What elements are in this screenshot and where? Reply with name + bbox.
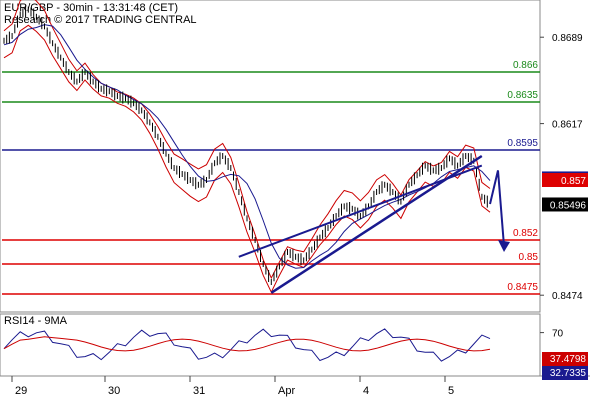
x-tick-label: 31 xyxy=(193,385,205,397)
price-badge-label: 0.857 xyxy=(561,176,586,187)
level-label: 0.866 xyxy=(513,60,538,71)
level-label: 0.8595 xyxy=(507,138,538,149)
x-tick-label: Apr xyxy=(278,385,295,397)
y-tick-label: 0.8689 xyxy=(552,33,583,44)
rsi-title: RSI14 - 9MA xyxy=(4,315,67,327)
bollinger-upper xyxy=(3,0,491,280)
x-tick-label: 30 xyxy=(108,385,120,397)
level-label: 0.852 xyxy=(513,228,538,239)
rsi-ma-line xyxy=(3,336,491,352)
chart-copyright: Research © 2017 TRADING CENTRAL xyxy=(4,14,197,26)
x-tick-label: 4 xyxy=(363,385,369,397)
rsi-value-label: 37.4798 xyxy=(550,354,587,365)
support-trendline-2 xyxy=(238,164,483,258)
price-badge xyxy=(542,197,588,212)
rsi-line xyxy=(3,328,491,362)
bollinger-lower xyxy=(3,24,491,294)
rsi-value-badge xyxy=(542,352,588,366)
x-tick-label: 5 xyxy=(448,385,454,397)
level-label: 0.8475 xyxy=(507,282,538,293)
price-badge xyxy=(542,173,588,187)
level-label: 0.8635 xyxy=(507,90,538,101)
chart-title: EUR/GBP - 30min - 13:31:48 (CET) xyxy=(4,2,179,14)
rsi-tick-label: 70 xyxy=(552,329,564,340)
forecast-arrow xyxy=(489,170,505,247)
x-tick-label: 29 xyxy=(15,385,27,397)
level-label: 0.85 xyxy=(519,252,539,263)
y-tick-label: 0.8474 xyxy=(552,291,583,302)
price-badge-label: 0.85496 xyxy=(550,200,587,211)
y-tick-label: 0.8617 xyxy=(552,120,583,131)
price-panel-frame xyxy=(0,0,541,313)
rsi-ma-badge xyxy=(542,366,588,380)
forecast-arrowhead xyxy=(498,240,510,252)
rsi-ma-label: 32.7335 xyxy=(550,368,587,379)
